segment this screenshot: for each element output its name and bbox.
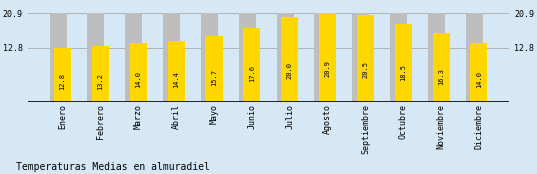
Text: 20.0: 20.0: [287, 62, 293, 79]
Text: 17.6: 17.6: [249, 65, 255, 82]
Bar: [470, 43, 488, 102]
Bar: [395, 24, 412, 102]
Bar: [206, 36, 222, 102]
Bar: [239, 13, 256, 102]
Bar: [92, 46, 109, 102]
Text: 15.7: 15.7: [211, 69, 217, 86]
Text: 12.8: 12.8: [60, 73, 66, 90]
Bar: [163, 13, 180, 102]
Bar: [130, 43, 147, 102]
Bar: [281, 17, 298, 102]
Bar: [201, 13, 218, 102]
Text: 20.9: 20.9: [324, 60, 331, 77]
Bar: [433, 33, 449, 102]
Bar: [319, 13, 336, 102]
Bar: [88, 13, 104, 102]
Bar: [243, 27, 260, 102]
Text: 14.0: 14.0: [476, 71, 482, 88]
Text: Temperaturas Medias en almuradiel: Temperaturas Medias en almuradiel: [16, 162, 210, 172]
Bar: [125, 13, 142, 102]
Bar: [352, 13, 369, 102]
Bar: [466, 13, 483, 102]
Bar: [357, 15, 374, 102]
Text: 14.4: 14.4: [173, 71, 179, 88]
Bar: [390, 13, 407, 102]
Bar: [54, 48, 71, 102]
Text: 18.5: 18.5: [400, 64, 407, 81]
Text: 13.2: 13.2: [97, 73, 104, 90]
Bar: [428, 13, 445, 102]
Text: 14.0: 14.0: [135, 71, 141, 88]
Text: 20.5: 20.5: [362, 61, 368, 78]
Bar: [168, 41, 185, 102]
Text: 16.3: 16.3: [438, 68, 444, 85]
Bar: [49, 13, 67, 102]
Bar: [277, 13, 294, 102]
Bar: [315, 13, 331, 102]
